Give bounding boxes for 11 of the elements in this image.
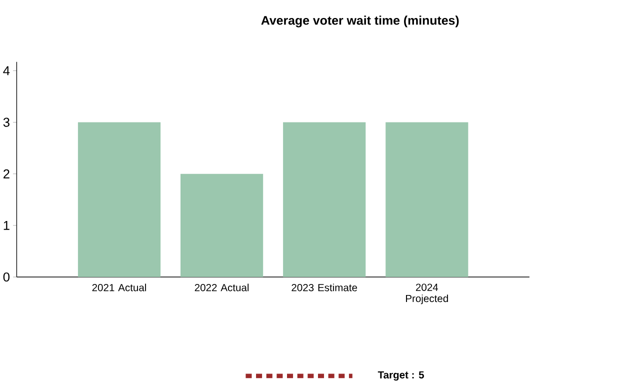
y-tick-label: 4: [3, 66, 10, 75]
y-tick-label: 3: [3, 118, 10, 127]
x-tick-label: 2023 Estimate: [292, 284, 358, 292]
y-tick-label: 0: [3, 272, 10, 282]
chart-title: Average voter wait time (minutes): [261, 16, 459, 28]
x-tick-label: 2024 Projected: [406, 284, 448, 304]
x-tick-label: 2022 Actual: [194, 284, 249, 292]
x-tick-label: 2021 Actual: [92, 284, 146, 292]
y-tick-label: 1: [4, 220, 10, 230]
text: Target : 5: [378, 371, 424, 380]
y-tick-label: 2: [4, 169, 10, 178]
